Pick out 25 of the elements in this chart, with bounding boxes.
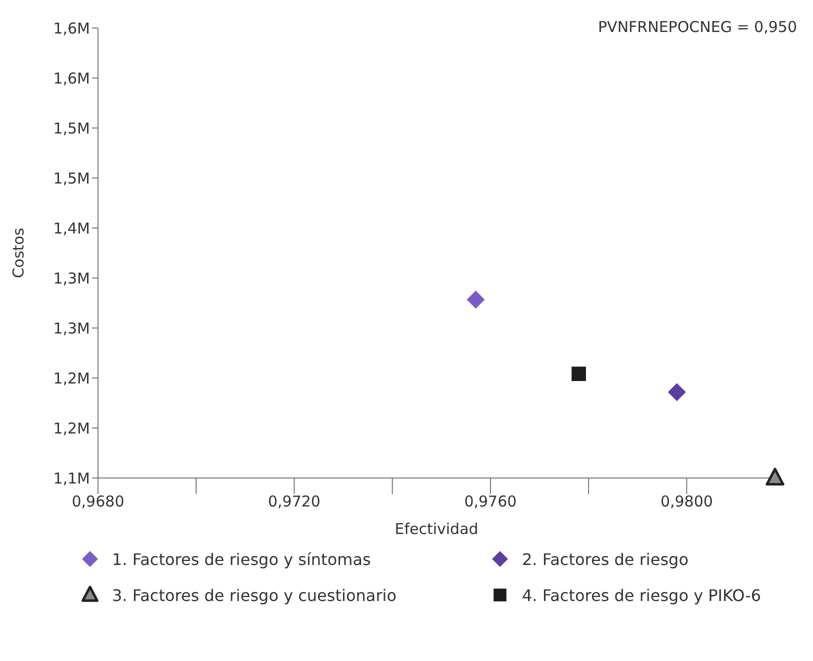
- x-tick-label: 0,9760: [464, 492, 517, 511]
- x-tick-label: 0,9720: [268, 492, 320, 511]
- y-tick-label: 1,6M: [53, 69, 90, 88]
- y-tick-label: 1,2M: [53, 419, 90, 438]
- legend-label: 3. Factores de riesgo y cuestionario: [112, 586, 396, 604]
- y-tick-label: 1,1M: [53, 469, 90, 488]
- y-tick-label: 1,5M: [53, 119, 90, 138]
- y-tick-label: 1,3M: [53, 269, 90, 288]
- legend-label: 2. Factores de riesgo: [522, 550, 688, 568]
- point: [766, 468, 784, 486]
- point: [668, 383, 686, 402]
- legend-label: 1. Factores de riesgo y síntomas: [112, 550, 371, 568]
- y-tick-label: 1,2M: [53, 369, 90, 388]
- y-tick-label: 1,6M: [53, 19, 90, 38]
- annotation: PVNFRNEPOCNEG = 0,950: [598, 18, 797, 36]
- x-tick-label: 0,9680: [72, 492, 124, 511]
- y-axis-title: Costos: [9, 228, 28, 278]
- y-tick-label: 1,3M: [53, 319, 90, 338]
- y-tick-label: 1,4M: [53, 219, 90, 238]
- y-tick-label: 1,5M: [53, 169, 90, 188]
- point: [572, 366, 586, 382]
- point: [466, 290, 485, 309]
- legend-label: 4. Factores de riesgo y PIKO-6: [522, 586, 762, 604]
- x-tick-label: 0,9800: [660, 492, 713, 511]
- x-axis-title: Efectividad: [394, 520, 478, 538]
